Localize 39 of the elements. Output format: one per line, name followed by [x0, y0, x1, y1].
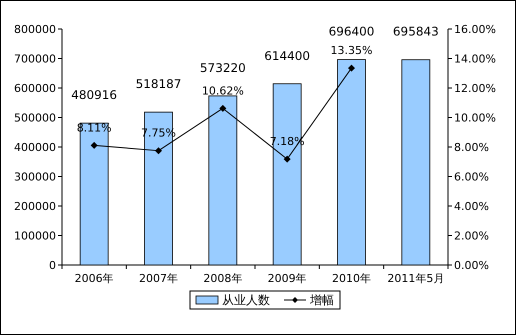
y2-tick-label: 4.00% — [454, 200, 489, 213]
x-tick-label: 2009年 — [268, 272, 307, 285]
data-label: 10.62% — [202, 84, 244, 98]
y-tick-label: 100000 — [14, 230, 56, 242]
y2-tick-label: 6.00% — [454, 170, 489, 184]
y-tick-label: 400000 — [14, 141, 56, 154]
point — [219, 104, 226, 112]
y2-tick-label: 16.00% — [454, 23, 496, 36]
point — [155, 147, 162, 154]
y2-tick-label: 10.00% — [454, 112, 496, 124]
data-label: 614400 — [264, 48, 310, 63]
data-label: 13.35% — [330, 44, 372, 58]
data-label: 695843 — [392, 24, 439, 39]
data-label: 573220 — [200, 60, 246, 75]
y-tick-label: 300000 — [14, 170, 56, 184]
point — [284, 156, 291, 163]
data-label: 696400 — [328, 24, 374, 39]
y-tick-label: 800000 — [14, 23, 56, 36]
y2-tick-label: 12.00% — [454, 82, 496, 95]
x-tick-label: 2007年 — [139, 272, 178, 285]
y-tick-label: 700000 — [14, 52, 56, 66]
legend-label: 从业人数 — [222, 293, 270, 307]
y2-tick-label: 0.00% — [454, 259, 489, 272]
y-tick-label: 0 — [49, 259, 56, 272]
y-tick-label: 500000 — [14, 112, 56, 124]
point — [348, 64, 355, 72]
x-tick-label: 2011年5月 — [387, 272, 444, 285]
data-label: 480916 — [71, 88, 118, 102]
x-tick-label: 2006年 — [74, 272, 114, 285]
x-tick-label: 2008年 — [203, 272, 242, 285]
point — [90, 142, 98, 149]
y-tick-label: 600000 — [14, 82, 56, 95]
y2-tick-label: 14.00% — [454, 52, 496, 66]
y2-tick-label: 2.00% — [454, 230, 489, 242]
x-tick-label: 2010年 — [332, 272, 371, 285]
data-label: 518187 — [136, 77, 182, 92]
legend-label: 增幅 — [309, 293, 334, 307]
y-tick-label: 200000 — [14, 200, 56, 213]
y2-tick-label: 8.00% — [454, 141, 489, 154]
